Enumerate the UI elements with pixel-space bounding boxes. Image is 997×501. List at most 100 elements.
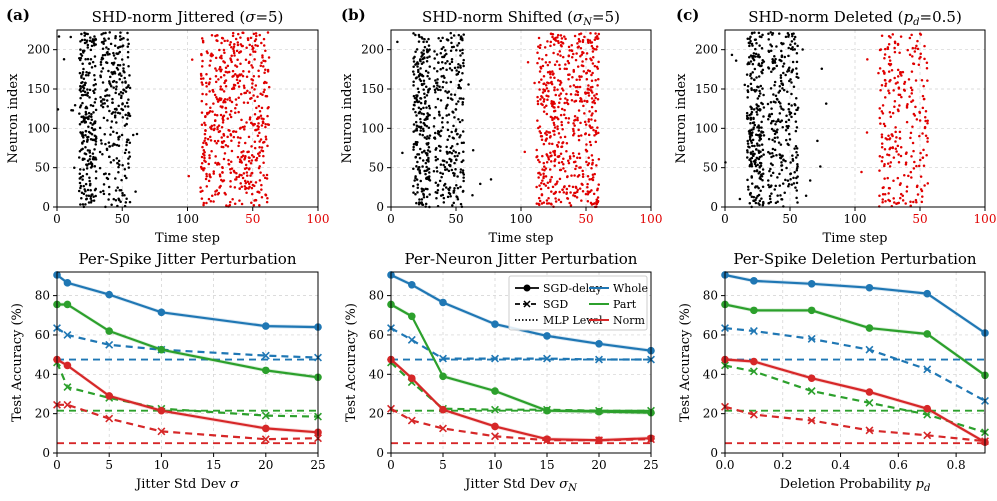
- spike-point: [572, 122, 575, 125]
- spike-point: [878, 194, 881, 198]
- spike-point: [79, 90, 83, 93]
- spike-point: [214, 56, 218, 60]
- spike-point: [777, 141, 781, 144]
- spike-point: [224, 110, 228, 114]
- spike-point: [104, 142, 107, 146]
- spike-point: [83, 90, 87, 94]
- spike-point: [240, 202, 244, 206]
- spike-point: [750, 42, 754, 46]
- spike-point: [769, 200, 773, 204]
- spike-point: [751, 57, 755, 60]
- spike-point: [209, 175, 212, 179]
- spike-point: [450, 130, 453, 134]
- spike-point: [551, 32, 555, 36]
- y-tick-label: 150: [695, 82, 718, 96]
- spike-point: [126, 38, 129, 41]
- spike-point: [897, 87, 901, 90]
- spike-point: [262, 161, 265, 165]
- spike-point: [218, 130, 222, 133]
- spike-point: [84, 106, 87, 110]
- spike-point: [783, 191, 786, 194]
- spike-point: [759, 84, 763, 88]
- spike-point: [107, 69, 110, 73]
- spike-point: [909, 131, 913, 135]
- spike-point: [549, 72, 552, 76]
- data-point: [439, 372, 447, 381]
- spike-point: [428, 87, 431, 91]
- spike-point: [753, 162, 757, 166]
- spike-point: [455, 102, 458, 106]
- spike-point: [422, 40, 425, 44]
- spike-point: [910, 155, 913, 158]
- spike-point: [125, 140, 129, 144]
- spike-point: [557, 161, 561, 165]
- spike-point: [556, 117, 560, 121]
- x-tick-label: 50: [782, 212, 797, 226]
- spike-point: [434, 155, 437, 159]
- spike-point: [769, 101, 773, 104]
- spike-point: [81, 141, 84, 144]
- y-tick-label: 60: [703, 328, 718, 342]
- spike-point: [108, 145, 112, 148]
- spike-point: [880, 84, 884, 87]
- spike-point: [748, 138, 752, 141]
- data-point: [491, 354, 499, 363]
- spike-point: [564, 97, 567, 100]
- spike-point: [439, 149, 442, 152]
- spike-point: [436, 157, 439, 161]
- spike-point: [568, 49, 571, 52]
- spike-point: [216, 128, 219, 131]
- spike-point: [83, 31, 86, 35]
- spike-point: [415, 178, 419, 181]
- spike-point: [240, 173, 243, 177]
- spike-point: [233, 202, 237, 205]
- spike-point: [428, 65, 432, 68]
- data-point: [749, 327, 758, 335]
- spike-point: [242, 101, 246, 104]
- spike-point: [456, 198, 460, 201]
- spike-point: [417, 166, 420, 170]
- spike-point: [910, 92, 913, 95]
- spike-point: [245, 121, 248, 124]
- spike-point: [110, 61, 114, 65]
- spike-point: [88, 158, 92, 161]
- spike-point: [442, 196, 446, 200]
- spike-point: [229, 134, 233, 137]
- spike-point: [213, 139, 217, 143]
- spike-point: [226, 39, 229, 43]
- spike-point: [78, 149, 82, 153]
- spike-point: [766, 102, 770, 106]
- spike-point: [760, 155, 763, 158]
- spike-point: [590, 41, 594, 44]
- spike-point: [425, 94, 429, 97]
- spike-point: [761, 87, 764, 90]
- spike-point: [238, 79, 242, 83]
- spike-point: [783, 55, 787, 59]
- spike-point: [237, 175, 241, 178]
- spike-point: [547, 202, 551, 205]
- spike-point: [235, 172, 238, 175]
- data-point: [923, 365, 932, 374]
- spike-point: [128, 114, 132, 118]
- spike-point: [762, 115, 765, 118]
- spike-point: [567, 78, 570, 81]
- spike-point: [424, 202, 428, 206]
- spike-point: [115, 143, 119, 147]
- spike-point: [214, 161, 217, 165]
- spike-point: [415, 201, 418, 205]
- y-tick-label: 150: [361, 82, 384, 96]
- spike-point: [210, 194, 214, 198]
- spike-point: [83, 152, 87, 155]
- spike-point: [258, 204, 261, 207]
- spike-point: [595, 48, 598, 51]
- spike-point: [883, 53, 887, 56]
- spike-point: [199, 186, 202, 189]
- spike-point: [85, 140, 89, 143]
- spike-point: [544, 61, 548, 64]
- x-tick-label: 0.8: [947, 458, 966, 472]
- axes-frame: [724, 271, 986, 454]
- spike-point: [746, 142, 750, 145]
- spike-point: [747, 116, 750, 120]
- spike-point: [91, 152, 95, 155]
- spike-point: [245, 191, 248, 195]
